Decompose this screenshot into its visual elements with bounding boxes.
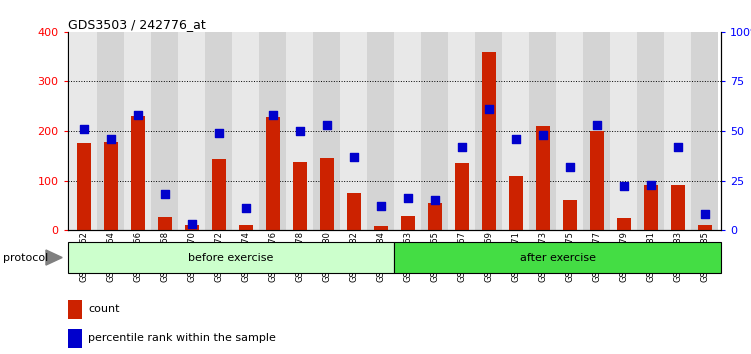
Point	[510, 136, 522, 142]
Bar	[347, 193, 360, 230]
Bar	[293, 162, 306, 230]
Point	[240, 205, 252, 211]
Bar	[448, 32, 475, 230]
Text: percentile rank within the sample: percentile rank within the sample	[89, 333, 276, 343]
Point	[537, 132, 549, 138]
Bar	[205, 32, 232, 230]
Bar	[563, 200, 577, 230]
Point	[456, 144, 468, 150]
Bar	[178, 32, 205, 230]
Bar	[638, 32, 665, 230]
Bar	[665, 32, 691, 230]
Text: count: count	[89, 304, 120, 314]
Bar	[421, 32, 448, 230]
Bar	[320, 158, 333, 230]
Bar	[124, 32, 151, 230]
Bar	[617, 218, 631, 230]
Point	[375, 204, 387, 209]
Bar	[394, 242, 721, 273]
Text: after exercise: after exercise	[520, 252, 596, 263]
Bar	[482, 52, 496, 230]
Bar	[313, 32, 340, 230]
Bar	[151, 32, 178, 230]
Bar	[590, 131, 604, 230]
Bar	[286, 32, 313, 230]
Point	[591, 122, 603, 128]
Point	[429, 198, 441, 203]
Bar	[698, 225, 711, 230]
Bar	[239, 225, 252, 230]
Bar	[475, 32, 502, 230]
Point	[105, 136, 117, 142]
Bar	[644, 185, 658, 230]
Bar	[691, 32, 718, 230]
Bar	[340, 32, 367, 230]
Point	[213, 130, 225, 136]
Point	[267, 112, 279, 118]
Bar	[77, 143, 91, 230]
Text: protocol: protocol	[4, 252, 49, 263]
Bar	[529, 32, 556, 230]
Bar	[428, 203, 442, 230]
Bar	[611, 32, 638, 230]
Point	[671, 144, 683, 150]
Point	[321, 122, 333, 128]
Bar	[259, 32, 286, 230]
Bar	[68, 329, 82, 348]
Bar	[509, 176, 523, 230]
Point	[698, 211, 710, 217]
Text: before exercise: before exercise	[189, 252, 273, 263]
Bar	[185, 225, 198, 230]
Point	[645, 182, 657, 187]
Bar	[266, 117, 279, 230]
Bar	[374, 226, 388, 230]
Point	[564, 164, 576, 170]
Point	[294, 128, 306, 134]
Point	[131, 112, 143, 118]
Bar	[68, 242, 394, 273]
Bar	[584, 32, 611, 230]
Text: GDS3503 / 242776_at: GDS3503 / 242776_at	[68, 18, 205, 31]
Point	[618, 184, 630, 189]
Bar	[536, 126, 550, 230]
Point	[483, 106, 495, 112]
Bar	[98, 32, 124, 230]
Bar	[158, 217, 171, 230]
Point	[158, 192, 170, 197]
Bar	[502, 32, 529, 230]
Bar	[71, 32, 98, 230]
Bar	[394, 32, 421, 230]
Bar	[401, 216, 415, 230]
Polygon shape	[46, 250, 62, 265]
Point	[348, 154, 360, 160]
Bar	[556, 32, 584, 230]
Bar	[131, 116, 144, 230]
Point	[185, 221, 198, 227]
Bar	[212, 159, 225, 230]
Bar	[671, 185, 684, 230]
Bar	[68, 300, 82, 319]
Bar	[104, 142, 118, 230]
Point	[402, 195, 414, 201]
Bar	[367, 32, 394, 230]
Bar	[455, 163, 469, 230]
Point	[78, 126, 90, 132]
Bar	[232, 32, 259, 230]
